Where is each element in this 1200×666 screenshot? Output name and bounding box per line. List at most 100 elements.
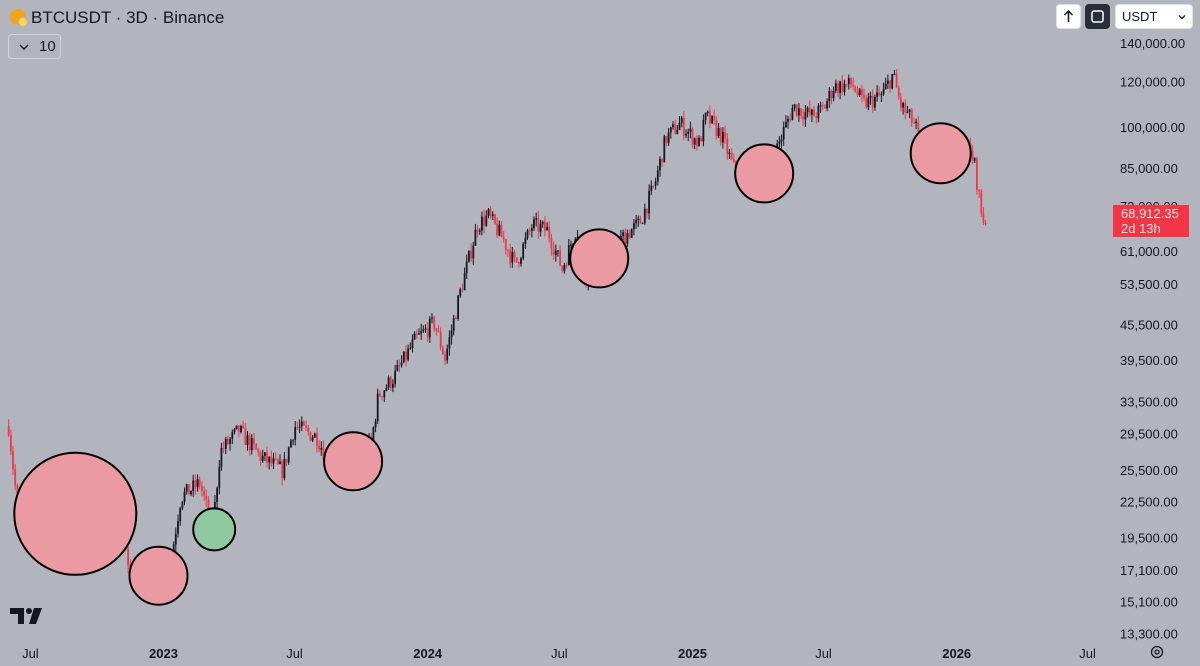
green-circle-annotation[interactable] [192,507,237,552]
candle-body [222,448,225,449]
red-circle-annotation[interactable] [323,431,384,492]
candle-body [533,219,535,229]
candle-body [850,77,852,85]
candle-body [722,132,724,143]
candle-body [502,237,505,240]
candle-body [876,92,878,97]
symbol-title[interactable]: BTCUSDT · 3D · Binance [31,8,225,27]
candle-body [815,116,818,119]
candle-body [730,152,733,159]
candle-body [392,383,394,388]
y-tick-label: 39,500.00 [1120,353,1178,368]
arrow-up-icon [1063,9,1074,22]
candle-body [789,118,792,121]
candle-body [318,445,320,450]
tradingview-logo[interactable] [10,606,46,626]
candle-body [546,226,548,231]
candle-body [713,115,716,121]
candle-body [207,499,210,516]
price-axis[interactable]: 140,000.00120,000.00100,000.0085,000.007… [1120,36,1185,642]
candle-body [867,97,870,108]
indicator-collapse-toggle[interactable]: 10 [8,34,61,59]
candle-body [782,127,785,140]
candle-body [196,479,199,488]
candle-body [413,333,416,340]
candle-body [385,387,388,391]
candle-body [426,328,429,338]
currency-select[interactable]: USDT [1115,4,1193,29]
red-circle-annotation[interactable] [13,451,138,576]
candle-body [183,491,186,502]
red-circle-annotation[interactable] [734,143,795,204]
last-price-tag: 68,912.35 2d 13h [1113,205,1189,237]
candle-body [676,130,679,134]
candle-body [472,245,475,259]
candle-body [491,214,494,216]
candle-body [498,224,501,236]
candle-body [826,101,828,109]
candle-body [804,112,807,120]
currency-value: USDT [1122,9,1158,24]
up-arrow-button[interactable] [1056,4,1081,29]
candle-body [895,73,898,88]
candle-body [233,428,236,433]
candle-body [678,122,681,130]
fullscreen-button[interactable] [1085,4,1110,29]
candle-body [437,331,440,333]
candle-body [828,91,831,102]
time-axis[interactable]: Jul 2023 Jul 2024 Jul 2025 Jul 2026 Jul [22,646,1096,661]
candle-body [452,317,455,331]
candle-body [869,95,872,98]
candle-body [12,451,14,470]
candle-body [650,185,653,191]
candle-body [487,209,490,216]
red-circle-annotation[interactable] [128,545,189,606]
candle-body [218,466,221,489]
candle-body [242,426,244,428]
candle-body [661,158,663,163]
candle-body [266,452,268,463]
candle-body [971,151,974,161]
y-tick-label: 120,000.00 [1120,75,1185,90]
candle-body [316,433,318,446]
candle-body [474,229,477,246]
candle-body [248,435,251,451]
candle-body [379,393,381,397]
candle-body [448,337,451,349]
candle-body [904,102,907,113]
candle-body [257,449,260,453]
candle-body [665,136,668,143]
candle-body [884,83,887,90]
candle-body [387,377,390,388]
candle-body [565,265,568,267]
candle-body [648,190,650,214]
settings-icon[interactable] [1149,644,1165,660]
candle-body [854,86,857,92]
red-circle-annotation[interactable] [569,228,630,289]
x-tick-label: Jul [815,646,832,661]
candle-body [489,209,492,216]
candle-body [381,396,383,398]
candle-body [548,226,551,238]
candle-body [465,261,468,274]
candle-body [322,447,325,460]
candle-body [706,111,709,113]
candle-body [680,117,683,123]
candle-body [910,109,913,123]
candle-body [424,328,427,330]
candle-body [915,121,917,123]
candle-body [728,152,731,154]
candle-body [181,501,184,509]
candle-body [459,289,462,296]
candle-body [400,362,403,366]
candle-body [821,105,824,107]
candle-body [264,452,266,456]
red-circle-annotation[interactable] [909,122,972,185]
y-tick-label: 22,500.00 [1120,494,1178,509]
candle-body [235,425,238,429]
candle-body [570,244,572,246]
x-tick-label: 2024 [413,646,443,661]
candle-body [669,127,672,133]
candle-body [567,244,570,266]
